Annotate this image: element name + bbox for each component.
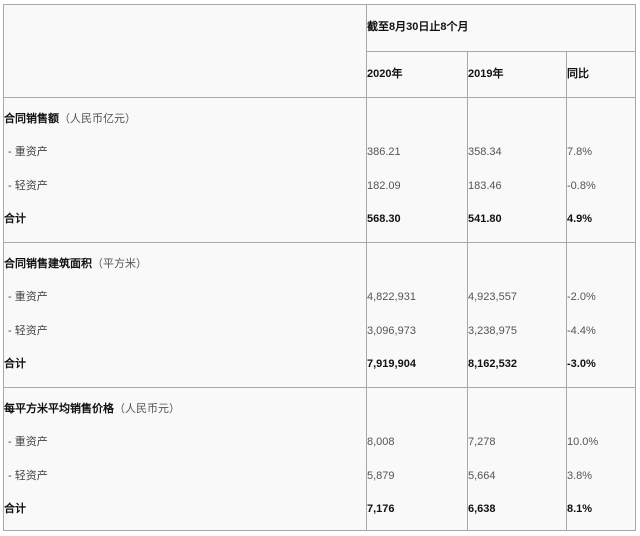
section-title-text: 合同销售建筑面积 (4, 258, 92, 270)
row-label: 合计 (4, 358, 26, 370)
value-2020: 7,176 (367, 503, 395, 515)
value-2020: 3,096,973 (367, 324, 416, 337)
section-title-text: 合同销售额 (4, 113, 59, 125)
section-title: 合同销售建筑面积（平方米） (4, 257, 147, 271)
column-header-2020: 2020年 (367, 68, 403, 80)
row-label: - 轻资产 (8, 179, 48, 192)
section-unit: （人民币元） (114, 403, 180, 415)
value-yoy: 10.0% (567, 436, 599, 448)
divider (366, 51, 636, 52)
value-2019: 3,238,975 (468, 324, 517, 337)
value-yoy: 7.8% (567, 146, 593, 158)
value-yoy: -2.0% (567, 291, 596, 303)
row-label: - 轻资产 (8, 469, 48, 482)
value-yoy: -0.8% (567, 179, 596, 192)
row-label: - 重资产 (8, 436, 48, 448)
section-unit: （平方米） (92, 258, 147, 270)
value-yoy: 4.9% (567, 213, 593, 225)
section-unit: （人民币亿元） (59, 113, 136, 125)
value-2020: 386.21 (367, 146, 401, 158)
value-yoy: -4.4% (567, 324, 596, 337)
value-2019: 183.46 (468, 179, 502, 192)
row-label: - 重资产 (8, 146, 48, 158)
divider (3, 242, 636, 243)
value-2019: 4,923,557 (468, 291, 517, 303)
row-label: - 轻资产 (8, 324, 48, 337)
value-2019: 7,278 (468, 436, 496, 448)
section-title-text: 每平方米平均销售价格 (4, 403, 114, 415)
value-2020: 182.09 (367, 179, 401, 192)
value-2019: 8,162,532 (468, 358, 517, 370)
section-title: 每平方米平均销售价格（人民币元） (4, 402, 180, 416)
value-2019: 358.34 (468, 146, 502, 158)
value-2019: 5,664 (468, 469, 496, 482)
row-label: - 重资产 (8, 291, 48, 303)
value-yoy: -3.0% (567, 358, 596, 370)
column-header-yoy: 同比 (567, 68, 589, 80)
column-header-2019: 2019年 (468, 68, 504, 80)
divider (467, 51, 468, 531)
value-yoy: 8.1% (567, 503, 593, 515)
value-2020: 7,919,904 (367, 358, 416, 370)
sales-table (3, 4, 636, 531)
value-2020: 5,879 (367, 469, 395, 482)
divider (3, 97, 636, 98)
row-label: 合计 (4, 503, 26, 515)
value-2020: 4,822,931 (367, 291, 416, 303)
period-header: 截至8月30日止8个月 (367, 21, 469, 33)
row-label: 合计 (4, 213, 26, 225)
divider (366, 4, 367, 531)
value-2020: 568.30 (367, 213, 401, 225)
section-title: 合同销售额（人民币亿元） (4, 112, 136, 126)
value-2019: 541.80 (468, 213, 502, 225)
divider (3, 387, 636, 388)
divider (566, 51, 567, 531)
value-yoy: 3.8% (567, 469, 593, 482)
value-2019: 6,638 (468, 503, 496, 515)
value-2020: 8,008 (367, 436, 395, 448)
